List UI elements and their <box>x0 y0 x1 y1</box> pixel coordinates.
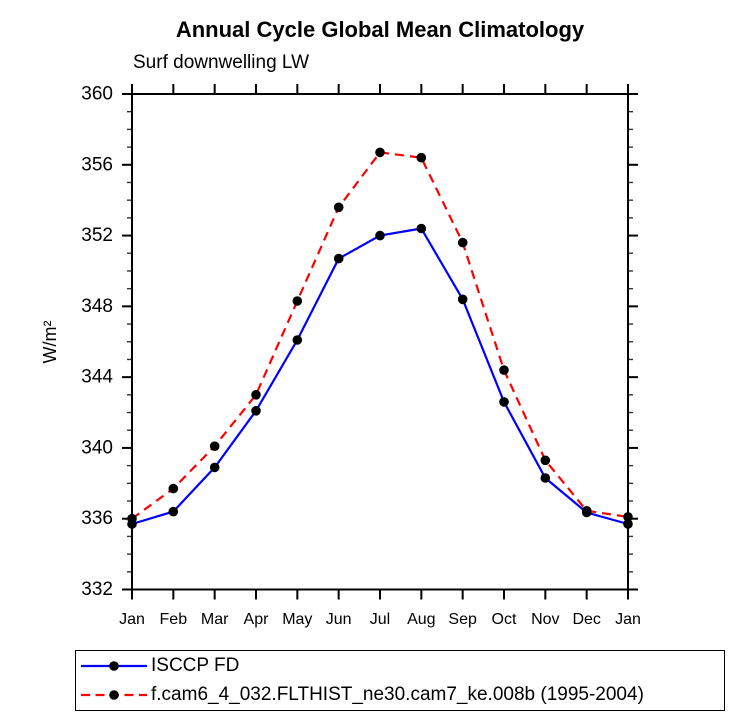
legend-sample-solid-line-icon <box>81 661 147 671</box>
y-tick-label: 348 <box>81 296 113 317</box>
legend-label: f.cam6_4_032.FLTHIST_ne30.cam7_ke.008b (… <box>151 684 644 705</box>
data-point <box>457 294 468 305</box>
series-line-model-run <box>131 151 629 520</box>
y-tick-label: 344 <box>81 367 113 388</box>
chart-title: Annual Cycle Global Mean Climatology <box>175 17 585 42</box>
y-axis-title: W/m² <box>40 321 60 364</box>
y-tick-label: 356 <box>81 154 113 175</box>
x-tick-label: Jan <box>615 611 641 628</box>
data-point <box>333 253 344 264</box>
x-tick-label: Jun <box>326 611 352 628</box>
y-tick-label: 352 <box>81 225 113 246</box>
data-point <box>540 455 551 466</box>
data-point <box>251 390 261 400</box>
y-tick-label: 336 <box>81 508 113 529</box>
data-point <box>499 365 509 375</box>
data-point <box>416 152 427 163</box>
data-point <box>457 237 468 248</box>
data-point <box>292 296 303 306</box>
x-tick-label: Mar <box>201 611 229 628</box>
legend-sample-dashed-line-icon <box>81 690 147 700</box>
x-tick-label: Feb <box>160 611 188 628</box>
chart-subtitle: Surf downwelling LW <box>133 52 310 73</box>
x-tick-label: May <box>282 611 312 628</box>
legend-item-isccp-fd: ISCCP FD <box>80 652 724 680</box>
x-tick-label: Jul <box>370 611 390 628</box>
data-point <box>209 441 220 452</box>
axis-labels: 332 336 340 344 348 352 356 360 Jan Feb Mar Apr May J… <box>81 84 641 629</box>
plot-frame <box>131 93 629 591</box>
data-point <box>251 406 261 416</box>
x-tick-label: Dec <box>572 611 600 628</box>
data-point <box>292 335 303 345</box>
y-tick-label: 360 <box>81 84 113 105</box>
x-tick-label: Jan <box>119 611 145 628</box>
data-point <box>168 483 179 494</box>
x-tick-label: Nov <box>531 611 559 628</box>
x-tick-label: Apr <box>244 611 270 628</box>
data-point <box>333 202 344 213</box>
x-tick-label: Oct <box>492 611 517 628</box>
legend: ISCCP FD f.cam6_4_032.FLTHIST_ne30.cam7_… <box>75 650 725 711</box>
data-point <box>581 506 592 516</box>
x-tick-label: Sep <box>448 611 477 628</box>
data-point <box>540 473 551 483</box>
x-tick-label: Aug <box>407 611 435 628</box>
y-tick-label: 332 <box>81 579 113 600</box>
data-series <box>127 147 633 529</box>
legend-item-model-run: f.cam6_4_032.FLTHIST_ne30.cam7_ke.008b (… <box>80 681 724 709</box>
data-point <box>168 506 179 517</box>
y-tick-label: 340 <box>81 437 113 458</box>
axis-ticks <box>122 84 638 600</box>
series-line-isccp-fd <box>131 227 629 526</box>
data-point <box>499 397 509 407</box>
data-point <box>209 462 220 473</box>
data-point <box>375 147 385 158</box>
data-point <box>416 223 427 234</box>
legend-label: ISCCP FD <box>151 655 240 676</box>
data-point <box>375 230 385 241</box>
